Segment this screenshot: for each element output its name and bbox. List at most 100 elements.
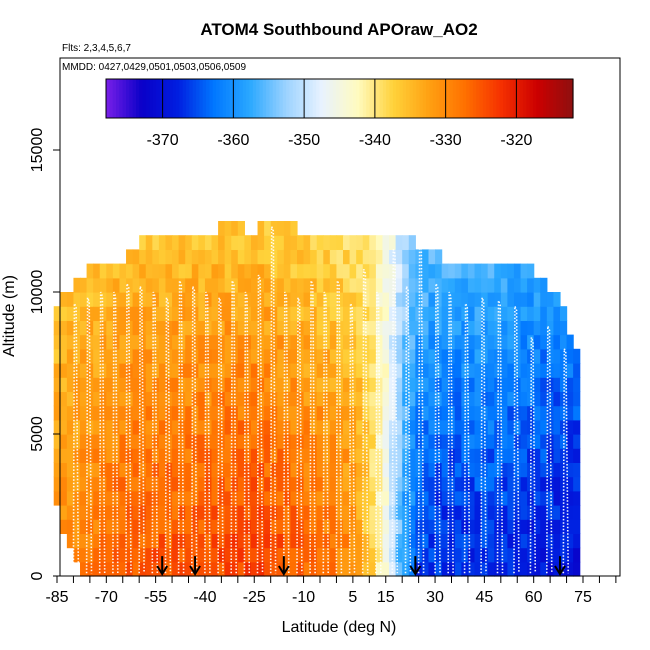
- heat-cell: [329, 391, 338, 407]
- heat-cell: [533, 547, 541, 563]
- heat-cell: [185, 547, 193, 563]
- heat-cell: [507, 363, 515, 378]
- heat-cell: [481, 292, 489, 307]
- heat-cell: [277, 377, 285, 392]
- heat-cell: [435, 547, 443, 563]
- colorbar-swatch: [152, 79, 157, 118]
- heat-cell: [172, 561, 180, 577]
- heat-cell: [250, 490, 259, 506]
- y-tick-label: 15000: [29, 128, 46, 173]
- heat-cell: [356, 320, 364, 336]
- heat-cell: [441, 391, 449, 407]
- heat-cell: [415, 448, 423, 463]
- heat-cell: [494, 533, 502, 549]
- heat-cell: [106, 561, 114, 577]
- heat-cell: [204, 391, 213, 407]
- heat-cell: [382, 377, 390, 392]
- heat-cell: [540, 292, 548, 307]
- heat-cell: [60, 306, 68, 321]
- heat-cell: [441, 462, 449, 478]
- heat-cell: [152, 561, 160, 577]
- heat-cell: [421, 306, 430, 321]
- heat-cell: [132, 249, 140, 265]
- heat-cell: [520, 263, 528, 279]
- heat-cell: [415, 292, 423, 307]
- heat-cell: [435, 292, 443, 307]
- heat-cell: [264, 405, 272, 421]
- heat-cell: [191, 363, 199, 378]
- heat-cell: [191, 533, 199, 549]
- heat-cell: [375, 434, 384, 449]
- colorbar-swatch: [306, 79, 311, 118]
- heat-cell: [277, 533, 285, 549]
- colorbar-frame: [105, 78, 574, 119]
- heat-cell: [310, 348, 318, 364]
- heat-cell: [224, 419, 232, 435]
- heat-cell: [362, 561, 370, 577]
- heat-cell: [533, 462, 541, 478]
- heat-cell: [421, 547, 430, 563]
- colorbar-swatch: [259, 79, 264, 118]
- colorbar-tick-label: -340: [359, 132, 391, 149]
- heat-cell: [66, 462, 75, 478]
- heat-cell: [119, 306, 127, 321]
- heat-cell: [448, 277, 456, 293]
- heat-cell: [356, 334, 364, 350]
- heat-cell: [369, 533, 377, 549]
- colorbar-swatch: [169, 79, 174, 118]
- heat-cell: [329, 235, 338, 250]
- heat-cell: [296, 533, 305, 549]
- heat-cell: [158, 448, 167, 463]
- heat-cell: [533, 490, 541, 506]
- heat-cell: [441, 306, 449, 321]
- heat-cell: [573, 391, 581, 407]
- heat-cell: [546, 320, 555, 336]
- heat-cell: [185, 490, 193, 506]
- heat-cell: [303, 519, 311, 534]
- heat-cell: [257, 277, 265, 293]
- heat-cell: [211, 348, 219, 364]
- heat-cell: [500, 306, 508, 321]
- heat-cell: [507, 476, 515, 492]
- heat-cell: [408, 277, 416, 293]
- heat-cell: [53, 490, 61, 506]
- heat-cell: [336, 547, 344, 563]
- heat-cell: [264, 490, 272, 506]
- heat-cell: [80, 462, 88, 478]
- heat-cell: [211, 292, 219, 307]
- heat-cell: [343, 434, 351, 449]
- heat-cell: [132, 277, 140, 293]
- heat-cell: [132, 405, 140, 421]
- heat-cell: [224, 306, 232, 321]
- heat-cell: [296, 292, 305, 307]
- heat-cell: [395, 235, 403, 250]
- heat-cell: [316, 277, 324, 293]
- colorbar-swatch: [302, 79, 307, 118]
- heat-cell: [237, 320, 245, 336]
- heat-cell: [520, 405, 528, 421]
- heat-cell: [349, 292, 357, 307]
- heat-cell: [573, 561, 581, 577]
- heat-cell: [507, 405, 515, 421]
- heat-cell: [520, 348, 528, 364]
- heat-cell: [290, 292, 298, 307]
- heat-cell: [158, 462, 167, 478]
- heat-cell: [53, 348, 61, 364]
- heat-cell: [435, 391, 443, 407]
- colorbar-swatch: [452, 79, 457, 118]
- x-tick-label: -25: [243, 589, 266, 606]
- heat-cell: [204, 547, 213, 563]
- arrow-head: [156, 565, 169, 576]
- heat-cell: [290, 263, 298, 279]
- colorbar-swatch: [332, 79, 337, 118]
- colorbar-swatch: [392, 79, 397, 118]
- heat-cell: [185, 306, 193, 321]
- heat-cell: [86, 363, 94, 378]
- heat-cell: [369, 476, 377, 492]
- heat-cell: [106, 519, 114, 534]
- colorbar-swatch: [506, 79, 511, 118]
- heat-cell: [264, 448, 272, 463]
- heat-cell: [513, 277, 522, 293]
- heat-cell: [290, 221, 298, 236]
- heat-cell: [303, 363, 311, 378]
